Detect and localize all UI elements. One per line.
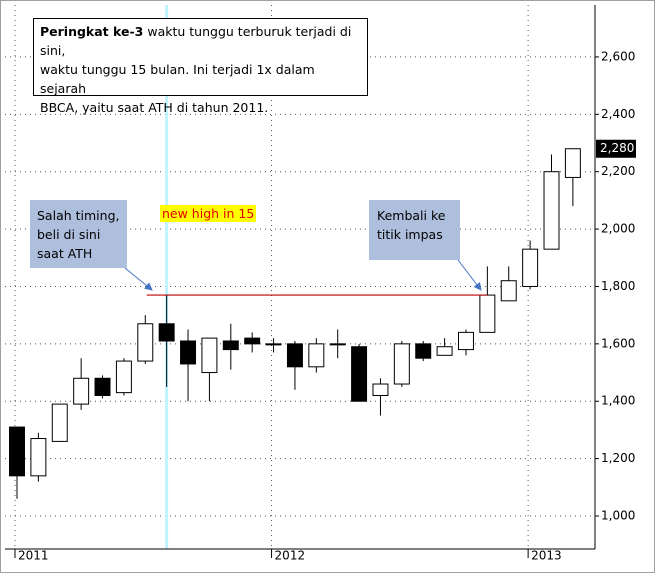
- annotation-line: titik impas: [377, 227, 443, 242]
- candle-body: [137, 323, 154, 362]
- annotation-line: waktu tunggu 15 bulan. Ini terjadi 1x da…: [40, 62, 315, 96]
- candle-body: [94, 377, 111, 396]
- candle-body: [9, 426, 25, 477]
- x-tick-label: 2012: [275, 549, 306, 563]
- candle-body: [479, 294, 496, 333]
- candle-body: [244, 337, 261, 345]
- candle-body: [222, 340, 239, 351]
- y-tick-label: 2,600: [601, 49, 635, 63]
- candle-body: [436, 346, 453, 356]
- arrow: [457, 259, 482, 291]
- arrow: [124, 267, 153, 291]
- candle-body: [115, 360, 132, 394]
- annotation-line: saat ATH: [37, 246, 93, 261]
- last-price-box: [596, 139, 636, 158]
- annotation-line: waktu tunggu terburuk terjadi di sini,: [40, 24, 352, 58]
- y-tick-label: 1,600: [601, 336, 635, 350]
- candle-body: [372, 383, 389, 396]
- annotation-line: beli di sini: [37, 227, 101, 242]
- candle-body: [201, 337, 218, 374]
- candle-body: [457, 331, 474, 351]
- candle-body: [522, 248, 539, 287]
- y-tick-label: 2,200: [601, 164, 635, 178]
- candle-body: [180, 340, 197, 365]
- annotation-line: Kembali ke: [377, 208, 446, 223]
- y-tick-label: 1,400: [601, 394, 635, 408]
- candle-body: [158, 323, 175, 342]
- annotation-left: Salah timing, beli di sini saat ATH: [30, 200, 127, 268]
- annotation-line: BBCA, yaitu saat ATH di tahun 2011.: [40, 100, 269, 115]
- annotation-bold: Peringkat ke-3: [40, 24, 144, 39]
- candle-body: [393, 343, 410, 385]
- last-price-label: 2,280: [600, 141, 634, 155]
- candle-body: [351, 346, 368, 402]
- candle-body: [30, 438, 47, 477]
- annotation-right: Kembali ke titik impas: [369, 200, 460, 260]
- y-tick-label: 1,000: [601, 509, 635, 523]
- candle-body: [500, 280, 517, 302]
- candle-body: [415, 343, 432, 359]
- candle-body: [51, 403, 68, 442]
- candle-body: [564, 148, 581, 178]
- candle-body: [73, 377, 90, 405]
- y-tick-label: 2,000: [601, 222, 635, 236]
- annotation-main: Peringkat ke-3 waktu tunggu terburuk terj…: [33, 18, 368, 115]
- x-tick-label: 2011: [18, 549, 49, 563]
- x-tick-label: 2013: [531, 549, 562, 563]
- annotation-highlight: new high in 15: [160, 205, 257, 222]
- candle-body: [329, 343, 346, 346]
- y-tick-label: 1,800: [601, 279, 635, 293]
- y-tick-label: 1,200: [601, 451, 635, 465]
- candle-body: [265, 343, 282, 346]
- candle-body: [543, 171, 560, 250]
- y-tick-label: 2,400: [601, 107, 635, 121]
- annotation-line: Salah timing,: [37, 208, 120, 223]
- annotation-line: Peringkat ke-3 waktu tunggu terburuk terj…: [40, 22, 361, 60]
- candle-body: [308, 343, 325, 368]
- candle-body: [286, 343, 303, 368]
